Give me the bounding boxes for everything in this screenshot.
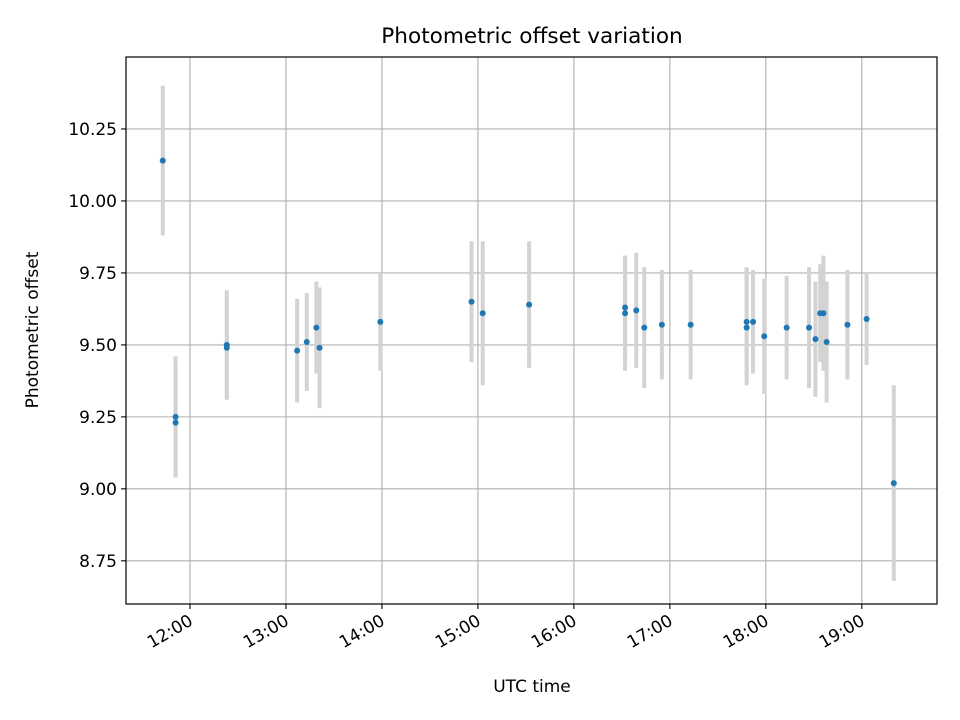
data-point: [783, 324, 790, 331]
data-point: [743, 318, 750, 325]
y-tick-label: 9.00: [79, 480, 117, 500]
data-point: [641, 324, 648, 331]
data-point: [313, 324, 320, 331]
data-point: [820, 310, 827, 317]
data-point: [863, 315, 870, 322]
data-point: [806, 324, 813, 331]
plot-frame: [125, 56, 938, 605]
data-point: [823, 339, 830, 346]
data-point: [172, 413, 179, 420]
data-point: [294, 347, 301, 354]
data-point: [622, 304, 629, 311]
y-axis: 8.75 9.00 9.25 9.50 9.75 10.00 10.25: [68, 120, 126, 572]
y-axis-label: Photometric offset: [23, 251, 43, 408]
data-point: [377, 318, 384, 325]
data-point: [172, 419, 179, 426]
data-point: [468, 298, 475, 305]
data-point: [526, 301, 533, 308]
data-point: [812, 336, 819, 343]
y-tick-label: 10.00: [68, 192, 117, 212]
data-point: [159, 157, 166, 164]
data-point: [622, 310, 629, 317]
data-point: [658, 321, 665, 328]
grid: [126, 57, 937, 604]
data-points: [159, 157, 897, 487]
data-point: [303, 339, 310, 346]
y-tick-label: 9.25: [79, 408, 117, 428]
data-point: [890, 480, 897, 487]
y-tick-label: 9.50: [79, 336, 117, 356]
y-tick-label: 9.75: [79, 264, 117, 284]
data-point: [750, 318, 757, 325]
data-point: [844, 321, 851, 328]
data-point: [316, 344, 323, 351]
data-point: [223, 344, 230, 351]
data-point: [743, 324, 750, 331]
data-point: [687, 321, 694, 328]
data-point: [479, 310, 486, 317]
chart-title: Photometric offset variation: [381, 24, 682, 49]
x-axis-label: UTC time: [493, 677, 571, 697]
data-point: [761, 333, 768, 340]
data-point: [633, 307, 640, 314]
y-tick-label: 10.25: [68, 120, 117, 140]
y-tick-label: 8.75: [79, 552, 117, 572]
